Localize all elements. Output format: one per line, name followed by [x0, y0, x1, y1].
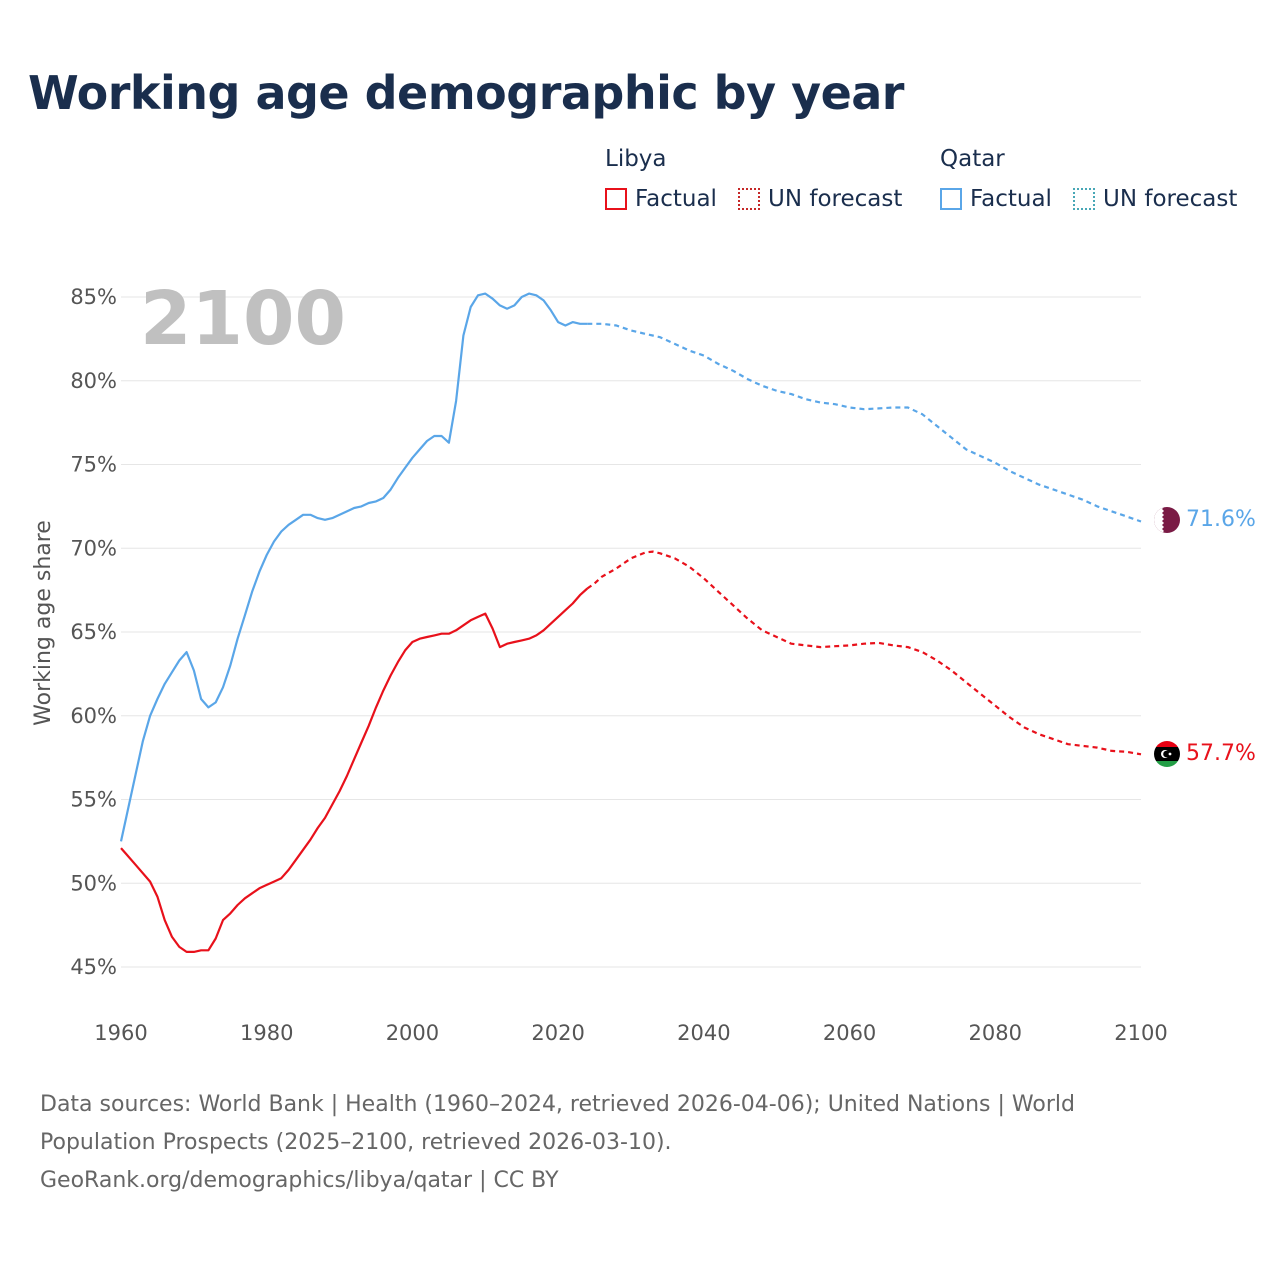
- y-tick-label: 85%: [70, 285, 117, 309]
- x-tick-label: 2060: [823, 1021, 876, 1045]
- x-axis-ticks: 1960 1980 2000 2020 2040 2060 2080 2100: [94, 1021, 1167, 1045]
- y-tick-label: 50%: [70, 871, 117, 895]
- libya-flag-icon: [1154, 741, 1180, 767]
- legend-solid-swatch: [605, 188, 627, 210]
- y-axis-ticks: 45% 50% 55% 60% 65% 70% 75% 80% 85%: [70, 285, 117, 979]
- footer-sources-line1: Data sources: World Bank | Health (1960–…: [40, 1092, 1075, 1117]
- legend-label: Factual: [635, 186, 717, 212]
- grid-lines: [121, 296, 1141, 968]
- legend-qatar-factual[interactable]: Factual: [940, 186, 1052, 212]
- legend-qatar-forecast[interactable]: UN forecast: [1073, 186, 1237, 212]
- x-tick-label: 2080: [969, 1021, 1022, 1045]
- y-tick-label: 70%: [70, 536, 117, 560]
- y-tick-label: 45%: [70, 955, 117, 979]
- libya-forecast-line: [586, 550, 1142, 756]
- legend-label: UN forecast: [768, 186, 903, 212]
- y-tick-label: 65%: [70, 620, 117, 644]
- legend-libya-forecast[interactable]: UN forecast: [738, 186, 902, 212]
- year-watermark: 2100: [140, 276, 346, 362]
- y-axis-label: Working age share: [31, 520, 56, 726]
- libya-factual-line: [120, 587, 589, 954]
- legend-solid-swatch: [940, 188, 962, 210]
- footer: Data sources: World Bank | Health (1960–…: [40, 1086, 1220, 1200]
- legend-qatar-title: Qatar: [940, 146, 1005, 172]
- x-tick-label: 1980: [240, 1021, 293, 1045]
- x-tick-label: 2040: [677, 1021, 730, 1045]
- y-tick-label: 75%: [70, 453, 117, 477]
- qatar-flag-icon: [1154, 507, 1180, 533]
- y-tick-label: 55%: [70, 788, 117, 812]
- footer-attribution[interactable]: GeoRank.org/demographics/libya/qatar | C…: [40, 1168, 559, 1193]
- qatar-end-value: 71.6%: [1186, 507, 1256, 532]
- legend-dotted-swatch: [738, 188, 760, 210]
- line-chart: 2100 45% 50% 55% 60% 65% 70% 75% 80% 85% 1960 198…: [31, 276, 1256, 1045]
- legend-label: Factual: [970, 186, 1052, 212]
- y-tick-label: 80%: [70, 369, 117, 393]
- chart-title: Working age demographic by year: [28, 66, 905, 120]
- x-tick-label: 2000: [386, 1021, 439, 1045]
- series-lines: [119, 292, 1142, 954]
- legend-libya-factual[interactable]: Factual: [605, 186, 717, 212]
- qatar-factual-line: [119, 292, 588, 842]
- x-tick-label: 1960: [94, 1021, 147, 1045]
- legend-dotted-swatch: [1073, 188, 1095, 210]
- legend-label: UN forecast: [1103, 186, 1238, 212]
- x-tick-label: 2020: [531, 1021, 584, 1045]
- legend-libya-title: Libya: [605, 146, 667, 172]
- libya-end-value: 57.7%: [1186, 741, 1256, 766]
- y-tick-label: 60%: [70, 704, 117, 728]
- qatar-forecast-line: [587, 322, 1142, 523]
- footer-sources-line2: Population Prospects (2025–2100, retriev…: [40, 1130, 672, 1155]
- x-tick-label: 2100: [1114, 1021, 1167, 1045]
